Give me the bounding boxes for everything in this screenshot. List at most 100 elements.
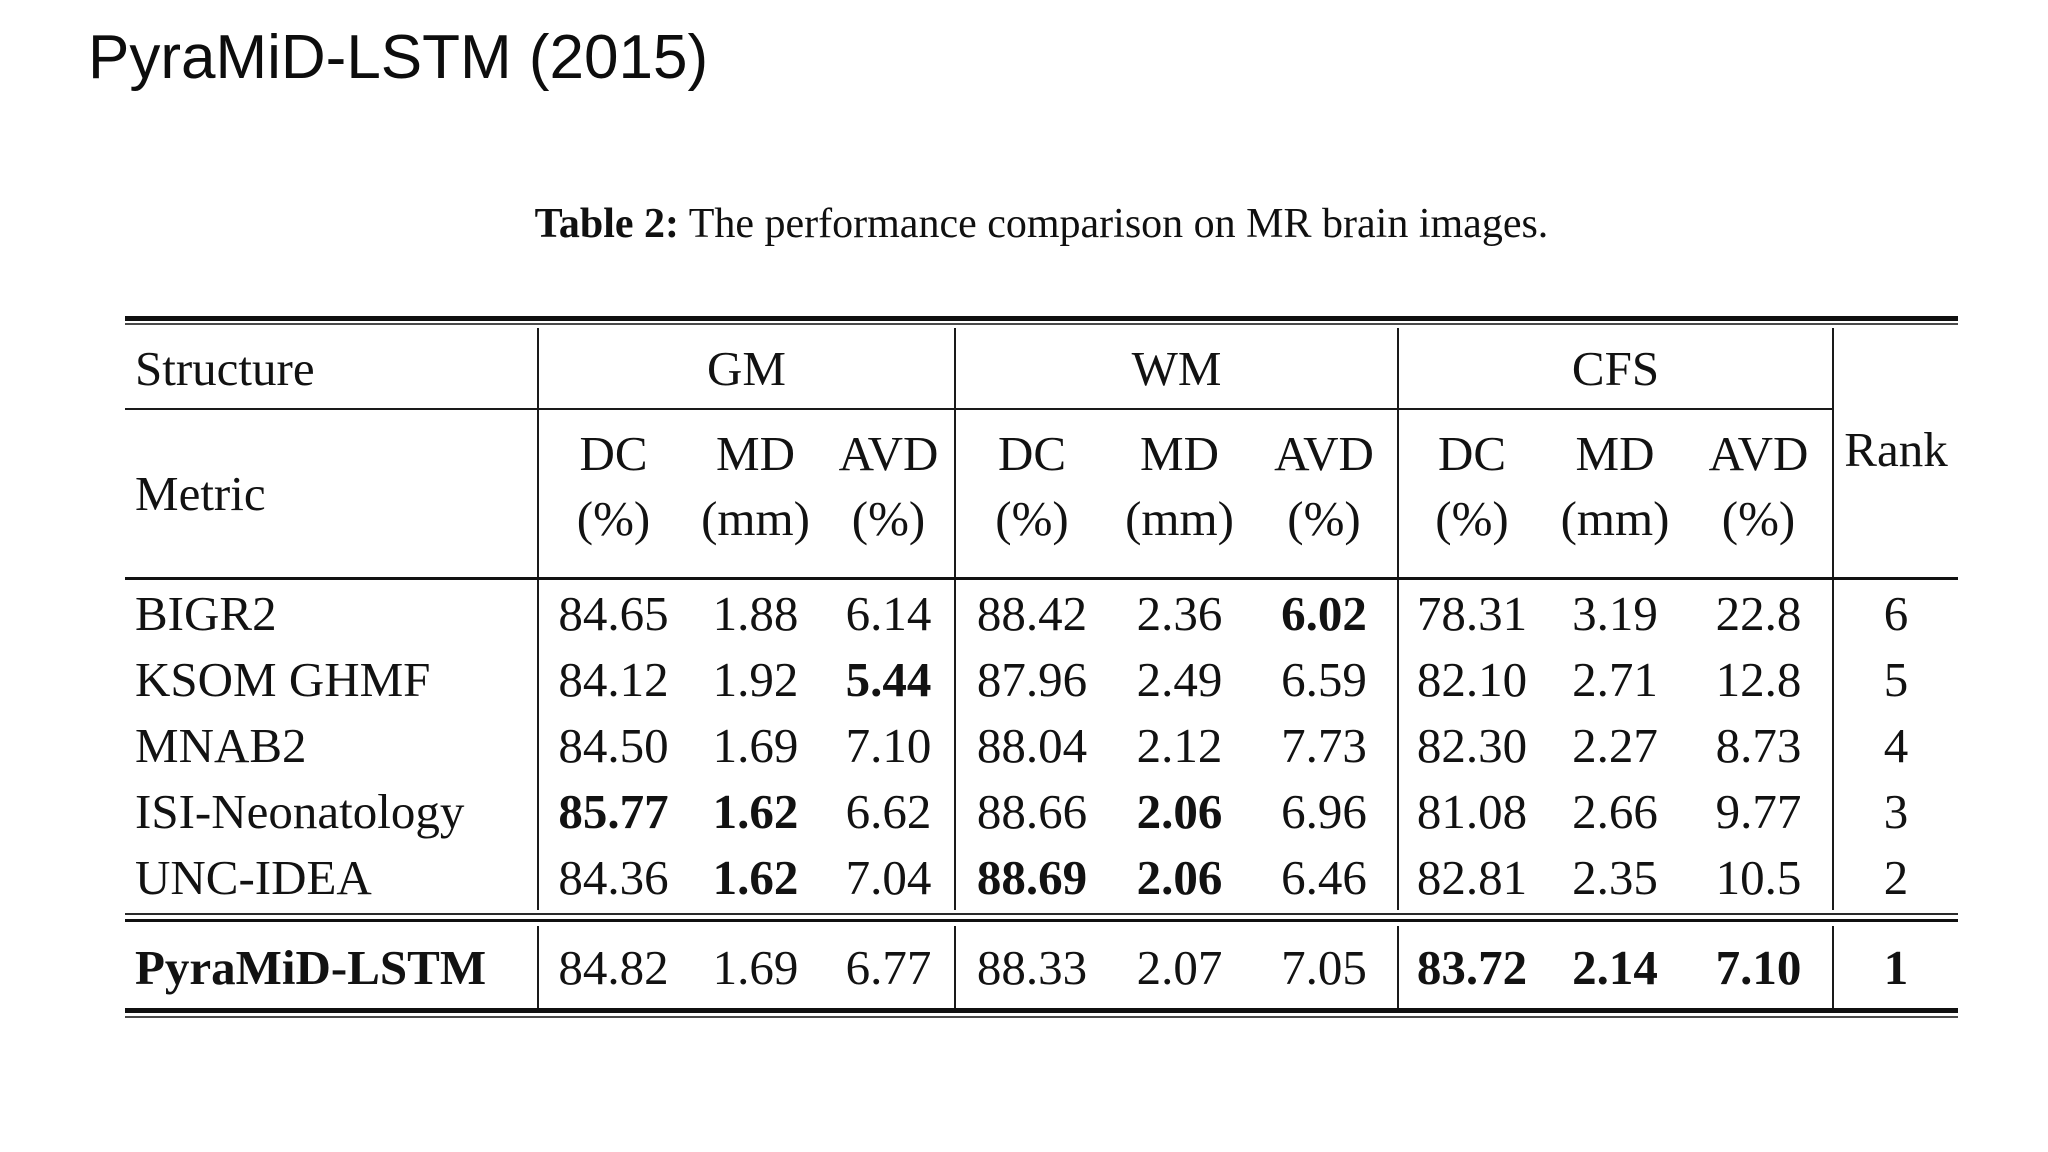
metric-header-row: Metric DC (%) MD (mm) AVD (%) DC (%) MD … — [125, 409, 1958, 580]
cell-wm-dc: 87.96 — [954, 646, 1108, 712]
col-header-cfs-dc: DC (%) — [1397, 409, 1545, 580]
cell-rank: 3 — [1832, 778, 1958, 844]
row-label: BIGR2 — [135, 585, 277, 641]
page-title: PyraMiD-LSTM (2015) — [88, 23, 709, 92]
cell-cfs-dc: 82.30 — [1397, 712, 1545, 778]
col-header-line2: (%) — [1287, 490, 1361, 546]
cell-cfs-dc: 82.81 — [1397, 844, 1545, 910]
col-header-line1: AVD — [1708, 426, 1809, 481]
cell-cfs-md: 2.14 — [1572, 939, 1658, 995]
structure-header: Structure — [125, 328, 538, 410]
table-caption: Table 2: The performance comparison on M… — [125, 200, 1958, 248]
cell-gm-dc: 84.50 — [537, 712, 688, 778]
cell-wm-md: 2.12 — [1136, 717, 1223, 773]
cell-rank: 1 — [1832, 926, 1958, 1008]
cell-wm-dc: 88.42 — [954, 578, 1108, 646]
col-header-gm-dc: DC (%) — [537, 409, 688, 580]
col-header-line2: (%) — [1721, 490, 1796, 546]
col-header-wm-avd: AVD (%) — [1251, 409, 1398, 580]
col-header-cfs-md: MD (mm) — [1545, 409, 1685, 580]
cell-cfs-avd: 9.77 — [1715, 783, 1802, 839]
col-header-line1: DC — [579, 426, 648, 481]
cell-wm-dc: 88.69 — [954, 844, 1108, 910]
cell-gm-md: 1.62 — [712, 783, 799, 839]
cell-wm-dc: 88.04 — [954, 712, 1108, 778]
col-header-wm-md: MD (mm) — [1108, 409, 1251, 580]
col-header-line2: (%) — [1435, 490, 1509, 546]
col-header-wm-dc: DC (%) — [954, 409, 1108, 580]
cell-rank: 2 — [1832, 844, 1958, 910]
group-header-cfs: CFS — [1397, 328, 1833, 410]
metric-header: Metric — [125, 409, 538, 580]
cell-cfs-avd: 10.5 — [1715, 849, 1802, 905]
cell-gm-dc: 85.77 — [537, 778, 688, 844]
cell-wm-avd: 6.96 — [1281, 783, 1367, 839]
cell-cfs-avd: 22.8 — [1715, 585, 1802, 641]
table-row-ksom-ghmf: KSOM GHMF 84.12 1.92 5.44 87.96 2.49 6.5… — [125, 646, 1958, 712]
col-header-cfs-avd: AVD (%) — [1685, 409, 1833, 580]
cell-cfs-avd: 7.10 — [1715, 939, 1802, 995]
row-label: ISI-Neonatology — [135, 783, 465, 839]
performance-table: Structure GM WM CFS Metric DC (%) MD (mm… — [125, 316, 1958, 1022]
table-row-mnab2: MNAB2 84.50 1.69 7.10 88.04 2.12 7.73 82… — [125, 712, 1958, 778]
cell-cfs-dc: 78.31 — [1397, 578, 1545, 646]
cell-gm-md: 1.92 — [712, 651, 799, 707]
cell-gm-avd: 6.77 — [845, 939, 932, 995]
cell-cfs-md: 2.66 — [1572, 783, 1658, 839]
cell-gm-avd: 6.62 — [845, 783, 932, 839]
top-rule-line — [125, 316, 1958, 328]
cell-gm-md: 1.69 — [712, 717, 799, 773]
table-row-isi-neonatology: ISI-Neonatology 85.77 1.62 6.62 88.66 2.… — [125, 778, 1958, 844]
cell-gm-dc: 84.65 — [537, 578, 688, 646]
cell-gm-dc: 84.82 — [537, 926, 688, 1008]
cell-cfs-md: 2.27 — [1572, 717, 1658, 773]
cell-wm-md: 2.49 — [1136, 651, 1223, 707]
col-header-line2: (mm) — [1560, 490, 1670, 546]
col-header-line1: AVD — [838, 426, 939, 481]
group-header-gm: GM — [537, 328, 955, 410]
cell-wm-avd: 7.05 — [1281, 939, 1367, 995]
cell-wm-avd: 6.46 — [1281, 849, 1367, 905]
cell-wm-avd: 6.59 — [1281, 651, 1367, 707]
cell-cfs-md: 2.35 — [1572, 849, 1658, 905]
cell-gm-avd: 6.14 — [845, 585, 932, 641]
cell-cfs-md: 3.19 — [1572, 585, 1658, 641]
cell-cfs-avd: 8.73 — [1715, 717, 1802, 773]
cell-wm-md: 2.07 — [1136, 939, 1223, 995]
table-mid-double-rule — [125, 910, 1958, 926]
group-header-rank-spacer — [1832, 328, 1958, 409]
col-header-line1: MD — [1575, 426, 1655, 481]
col-header-line1: MD — [1140, 426, 1219, 481]
cell-gm-avd: 7.04 — [845, 849, 932, 905]
cell-wm-avd: 6.02 — [1281, 585, 1367, 641]
table-top-rule — [125, 316, 1958, 328]
row-label: MNAB2 — [135, 717, 307, 773]
group-header-wm: WM — [954, 328, 1398, 410]
cell-gm-dc: 84.36 — [537, 844, 688, 910]
cell-wm-md: 2.36 — [1136, 585, 1223, 641]
cell-gm-md: 1.69 — [712, 939, 799, 995]
group-header-row: Structure GM WM CFS — [125, 328, 1958, 410]
cell-cfs-avd: 12.8 — [1715, 651, 1802, 707]
col-header-line2: (mm) — [701, 490, 810, 546]
cell-cfs-dc: 81.08 — [1397, 778, 1545, 844]
rank-header: Rank — [1832, 409, 1958, 580]
cell-gm-md: 1.88 — [712, 585, 799, 641]
col-header-gm-md: MD (mm) — [688, 409, 823, 580]
cell-gm-avd: 5.44 — [845, 651, 932, 707]
cell-cfs-dc: 82.10 — [1397, 646, 1545, 712]
col-header-line2: (%) — [995, 490, 1069, 546]
cell-rank: 6 — [1832, 578, 1958, 646]
cell-gm-dc: 84.12 — [537, 646, 688, 712]
double-rule-line — [125, 910, 1958, 926]
col-header-gm-avd: AVD (%) — [823, 409, 955, 580]
cell-gm-md: 1.62 — [712, 849, 799, 905]
cell-rank: 5 — [1832, 646, 1958, 712]
col-header-line2: (mm) — [1125, 490, 1234, 546]
cell-rank: 4 — [1832, 712, 1958, 778]
cell-wm-avd: 7.73 — [1281, 717, 1367, 773]
table-row-pyramid-lstm: PyraMiD-LSTM 84.82 1.69 6.77 88.33 2.07 … — [125, 926, 1958, 1008]
col-header-line2: (%) — [576, 490, 651, 546]
cell-gm-avd: 7.10 — [845, 717, 932, 773]
